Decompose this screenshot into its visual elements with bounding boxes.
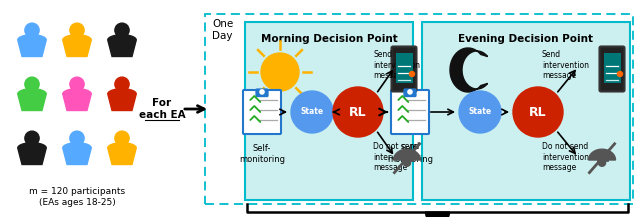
Circle shape — [260, 90, 264, 94]
Text: RL: RL — [349, 105, 367, 118]
FancyBboxPatch shape — [243, 90, 281, 134]
Polygon shape — [18, 143, 46, 164]
Polygon shape — [63, 35, 92, 56]
Polygon shape — [426, 212, 449, 217]
Circle shape — [410, 71, 415, 77]
Polygon shape — [108, 143, 136, 164]
Circle shape — [70, 131, 84, 145]
Polygon shape — [18, 35, 46, 56]
FancyBboxPatch shape — [391, 90, 429, 134]
Circle shape — [618, 71, 623, 77]
Circle shape — [513, 87, 563, 137]
Polygon shape — [450, 48, 488, 92]
FancyBboxPatch shape — [256, 89, 268, 97]
Circle shape — [115, 77, 129, 91]
Text: Do not send
intervention
message: Do not send intervention message — [542, 142, 589, 172]
Circle shape — [598, 159, 605, 166]
Text: One
Day: One Day — [212, 19, 233, 41]
Circle shape — [70, 23, 84, 37]
FancyBboxPatch shape — [392, 46, 417, 92]
Circle shape — [25, 23, 39, 37]
Circle shape — [459, 91, 501, 133]
Polygon shape — [589, 149, 616, 160]
Polygon shape — [394, 149, 420, 160]
Circle shape — [25, 77, 39, 91]
FancyBboxPatch shape — [422, 22, 630, 200]
Circle shape — [403, 159, 411, 166]
Circle shape — [333, 87, 383, 137]
Circle shape — [70, 77, 84, 91]
FancyBboxPatch shape — [245, 22, 413, 200]
Text: Do not send
intervention
message: Do not send intervention message — [373, 142, 420, 172]
Text: For
each EA: For each EA — [139, 98, 186, 120]
Text: Evening Decision Point: Evening Decision Point — [458, 34, 593, 44]
Circle shape — [291, 91, 333, 133]
Polygon shape — [108, 89, 136, 110]
Text: State: State — [468, 107, 492, 117]
Text: Self-
monitoring: Self- monitoring — [387, 144, 433, 164]
FancyBboxPatch shape — [404, 89, 416, 97]
Text: Self-
monitoring: Self- monitoring — [239, 144, 285, 164]
Text: Morning Decision Point: Morning Decision Point — [260, 34, 397, 44]
Text: Send
intervention
message: Send intervention message — [542, 50, 589, 80]
Circle shape — [25, 131, 39, 145]
Polygon shape — [63, 143, 92, 164]
Text: State: State — [300, 107, 324, 117]
Polygon shape — [63, 89, 92, 110]
Polygon shape — [108, 35, 136, 56]
Polygon shape — [18, 89, 46, 110]
FancyBboxPatch shape — [604, 53, 621, 82]
Circle shape — [408, 90, 412, 94]
Circle shape — [261, 53, 299, 91]
Text: m = 120 participants
(EAs ages 18-25): m = 120 participants (EAs ages 18-25) — [29, 187, 125, 207]
Circle shape — [115, 131, 129, 145]
Circle shape — [115, 23, 129, 37]
FancyBboxPatch shape — [600, 46, 625, 92]
Text: Send
intervention
message: Send intervention message — [373, 50, 420, 80]
FancyBboxPatch shape — [396, 53, 413, 82]
Text: RL: RL — [529, 105, 547, 118]
